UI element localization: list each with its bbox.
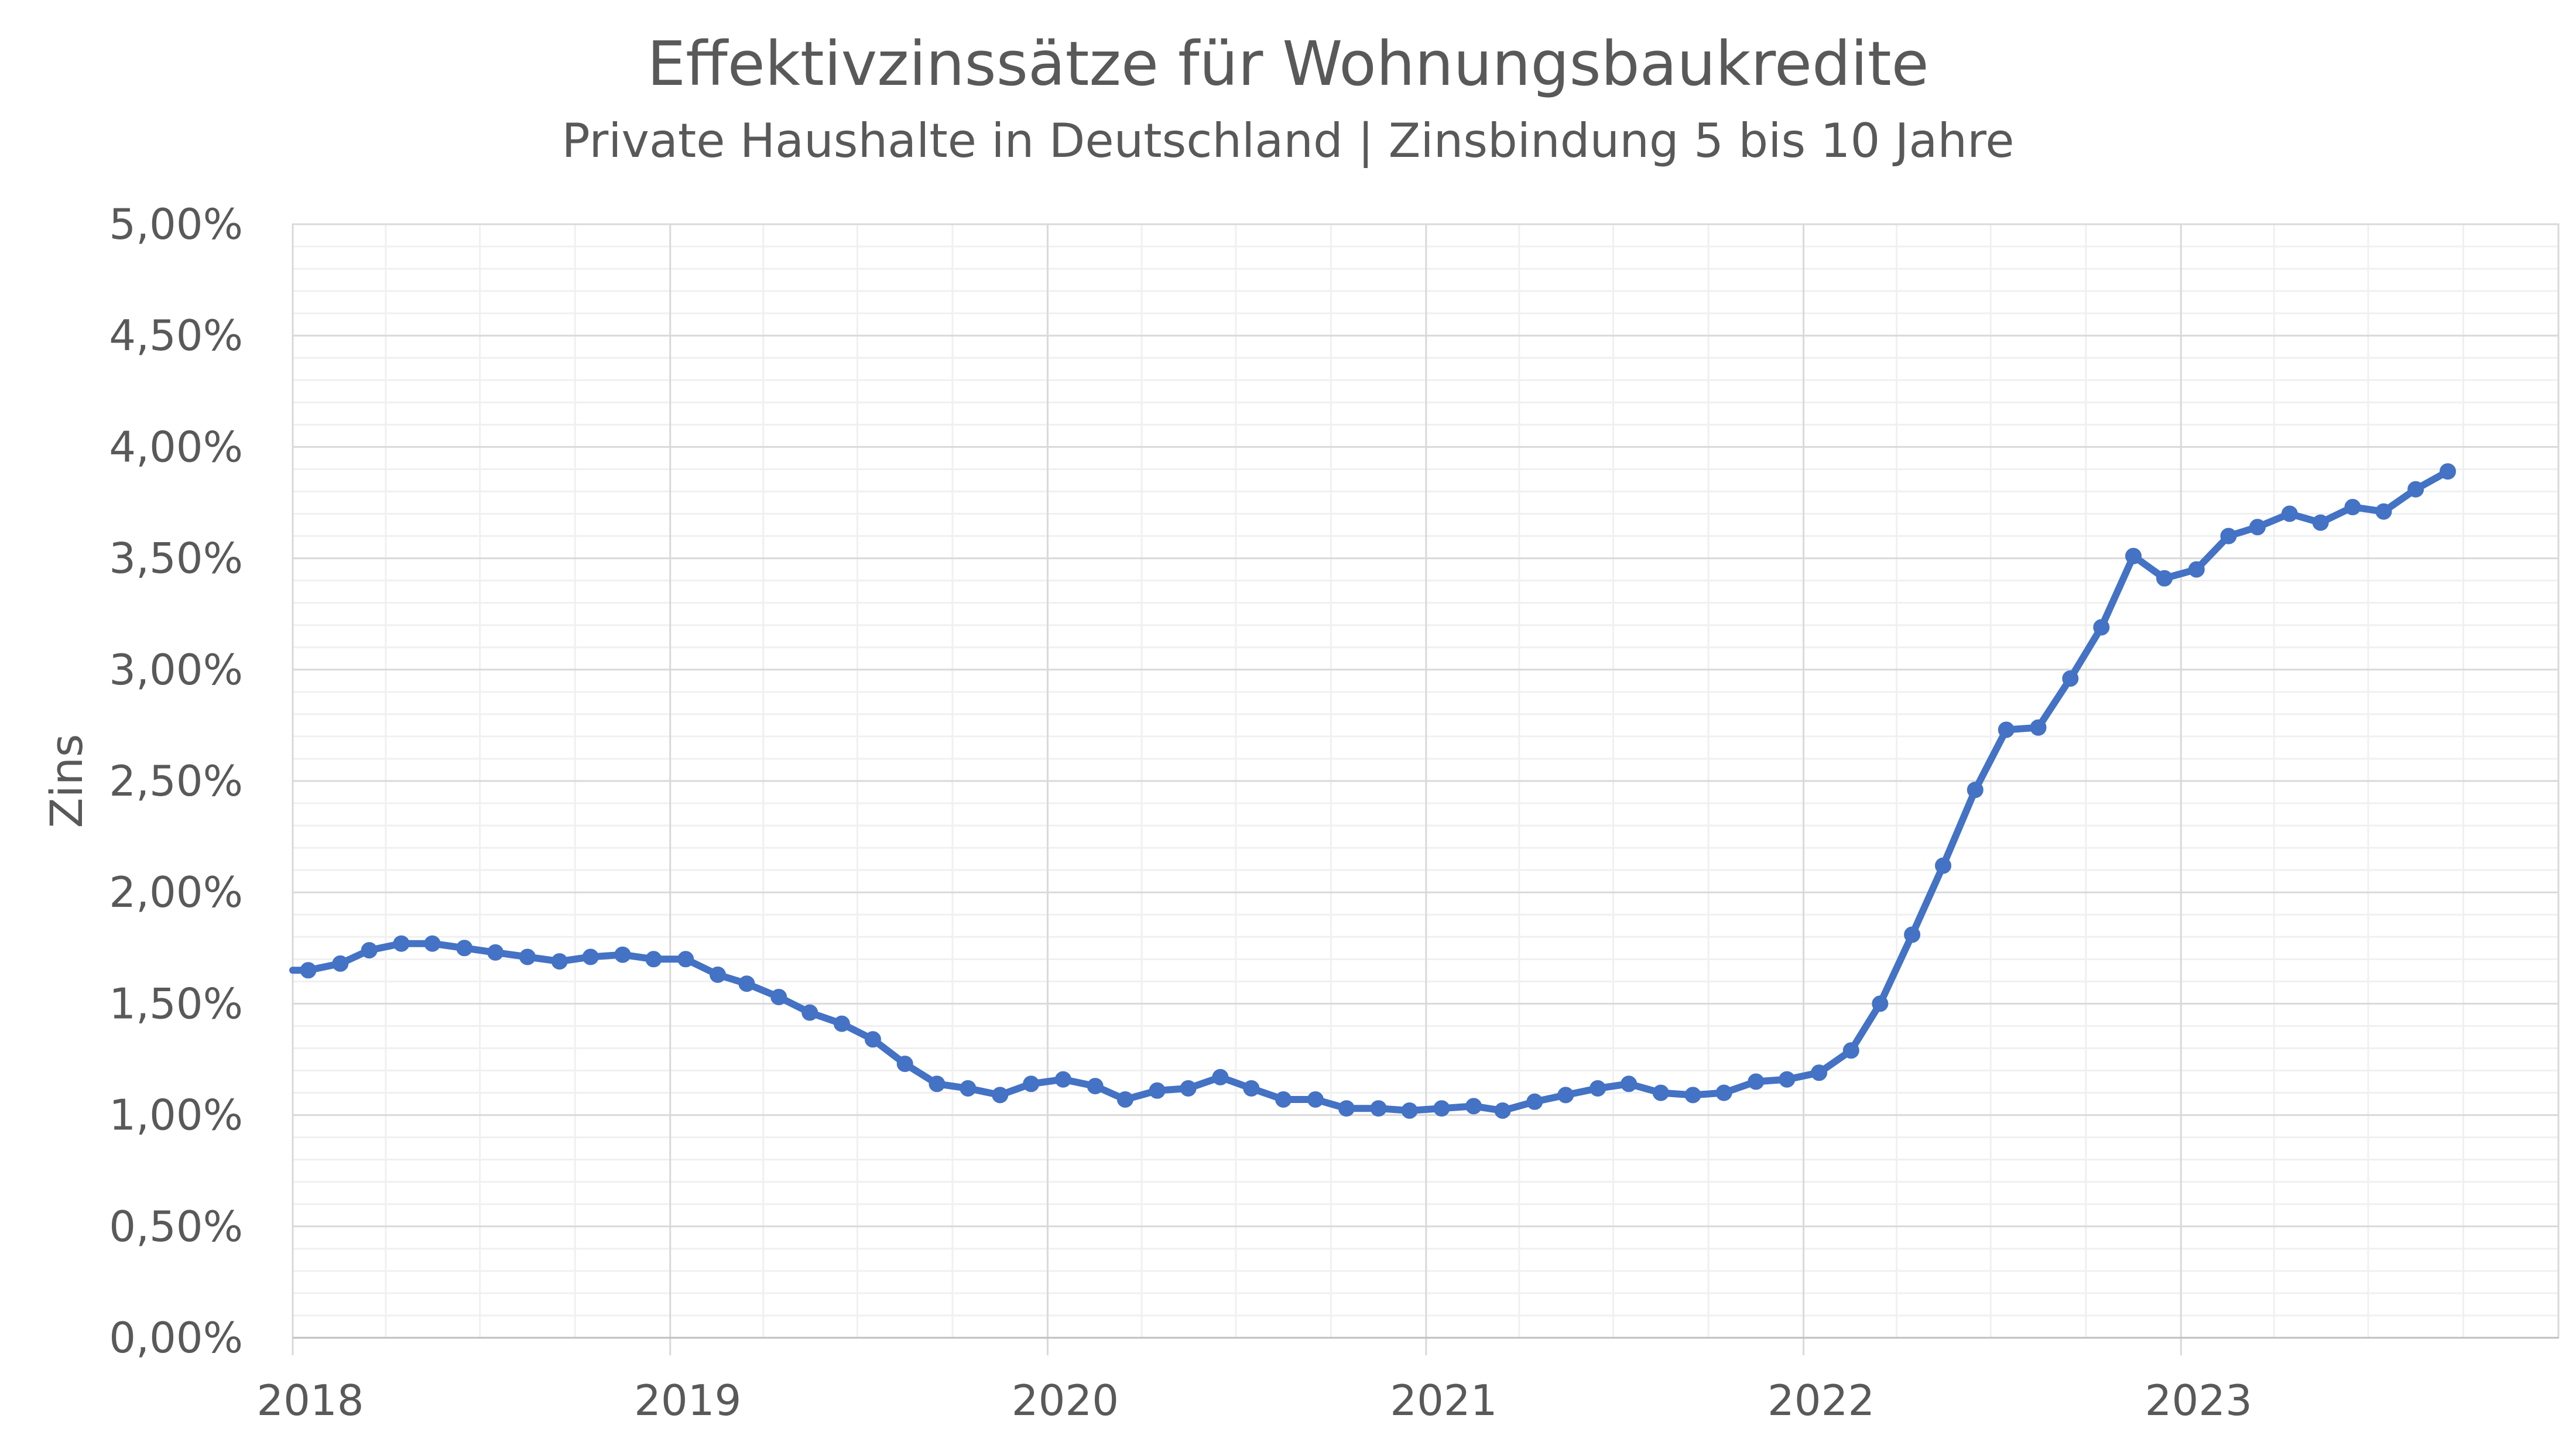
data-point — [456, 940, 473, 957]
data-point — [770, 989, 787, 1005]
y-tick-label: 3,00% — [109, 645, 243, 694]
data-point — [2249, 519, 2266, 536]
data-point — [1715, 1084, 1732, 1101]
data-point — [424, 935, 441, 952]
data-point — [519, 948, 536, 965]
data-point — [1433, 1100, 1450, 1117]
data-point — [2375, 503, 2392, 520]
data-point — [1904, 926, 1921, 943]
data-point — [1338, 1100, 1355, 1117]
data-point — [2344, 499, 2361, 516]
data-point — [2188, 561, 2205, 578]
data-point — [2440, 463, 2456, 480]
x-tick-label: 2020 — [1012, 1376, 1119, 1425]
data-point — [2062, 670, 2079, 687]
data-point — [960, 1080, 977, 1097]
data-point — [614, 946, 631, 963]
y-tick-label: 1,00% — [109, 1091, 243, 1140]
data-point — [896, 1056, 913, 1073]
data-point — [1998, 721, 2015, 738]
data-point — [1401, 1102, 1418, 1119]
data-point — [1212, 1068, 1229, 1085]
data-point — [677, 951, 694, 968]
y-tick-label: 4,50% — [109, 311, 243, 360]
data-point — [2281, 505, 2298, 522]
data-point — [1748, 1073, 1765, 1090]
x-tick-label: 2022 — [1767, 1376, 1875, 1425]
chart-title: Effektivzinssätze für Wohnungsbaukredite — [647, 28, 1928, 100]
data-point — [992, 1087, 1009, 1104]
data-point — [1872, 995, 1889, 1012]
data-point — [1307, 1091, 1324, 1108]
data-point — [801, 1004, 818, 1021]
x-tick-label: 2019 — [634, 1376, 741, 1425]
data-point — [2093, 619, 2110, 636]
chart-subtitle: Private Haushalte in Deutschland | Zinsb… — [562, 114, 2015, 169]
data-point — [1087, 1078, 1104, 1095]
data-point — [2407, 481, 2424, 498]
plot-frame — [292, 223, 2560, 1339]
data-point — [1967, 782, 1984, 799]
data-point — [1621, 1075, 1638, 1092]
data-point — [929, 1075, 946, 1092]
x-tick-label: 2021 — [1390, 1376, 1497, 1425]
series-group — [289, 463, 2456, 1119]
series-line — [289, 468, 2451, 1114]
data-point — [1557, 1087, 1574, 1104]
data-point — [1684, 1087, 1701, 1104]
major-gridlines — [292, 223, 2558, 1355]
x-tick-labels: 2018 2019 2020 2021 2022 2023 — [256, 1376, 2252, 1425]
data-point — [487, 944, 504, 961]
data-point — [1054, 1071, 1071, 1088]
y-tick-label: 4,00% — [109, 422, 243, 471]
y-tick-label: 2,00% — [109, 868, 243, 917]
data-point — [1842, 1042, 1859, 1059]
data-point — [2312, 514, 2329, 531]
y-tick-label: 5,00% — [109, 200, 243, 249]
data-point — [1652, 1084, 1669, 1101]
y-tick-labels: 0,00% 0,50% 1,00% 1,50% 2,00% 2,50% 3,00% 3,50%… — [109, 200, 243, 1362]
data-point — [2220, 527, 2237, 544]
data-point — [361, 942, 378, 959]
data-point — [551, 953, 568, 970]
data-point — [1465, 1098, 1482, 1115]
data-point — [1275, 1091, 1292, 1108]
y-tick-label: 0,50% — [109, 1202, 243, 1251]
data-point — [1180, 1080, 1197, 1097]
y-tick-label: 0,00% — [109, 1313, 243, 1362]
data-point — [300, 962, 317, 979]
data-point — [1494, 1102, 1511, 1119]
data-point — [582, 948, 599, 965]
data-point — [864, 1031, 881, 1048]
y-tick-label: 1,50% — [109, 979, 243, 1028]
y-axis-label: Zins — [40, 734, 93, 828]
data-point — [1243, 1080, 1260, 1097]
data-point — [1590, 1080, 1606, 1097]
data-point — [710, 966, 726, 983]
data-point — [1935, 857, 1951, 874]
data-point — [1149, 1082, 1166, 1099]
data-point — [1811, 1064, 1828, 1081]
data-point — [645, 951, 662, 968]
data-point — [2156, 570, 2173, 587]
data-point — [738, 975, 755, 992]
data-point — [833, 1015, 850, 1032]
data-point — [2030, 719, 2047, 736]
data-point — [1023, 1075, 1040, 1092]
y-tick-label: 2,50% — [109, 756, 243, 806]
x-tick-label: 2018 — [256, 1376, 364, 1425]
data-point — [1526, 1093, 1543, 1110]
data-point — [1779, 1071, 1796, 1088]
data-point — [2125, 547, 2142, 564]
data-point — [393, 935, 410, 952]
y-tick-label: 3,50% — [109, 534, 243, 583]
data-point — [332, 955, 349, 972]
data-point — [1370, 1100, 1387, 1117]
x-tick-label: 2023 — [2145, 1376, 2252, 1425]
data-point — [1116, 1091, 1133, 1108]
